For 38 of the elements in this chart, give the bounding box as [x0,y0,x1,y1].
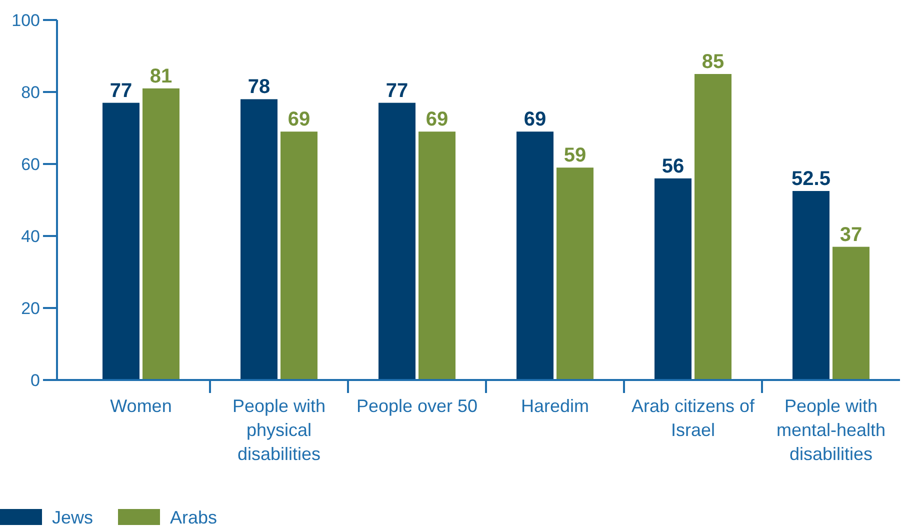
y-tick-label: 80 [21,82,40,102]
y-tick-label: 100 [12,10,40,30]
bar [516,132,554,380]
y-tick-label: 40 [21,226,40,246]
data-label: 77 [386,80,408,102]
bar [240,99,278,380]
legend-label: Arabs [170,507,218,527]
bar [556,168,594,380]
bar [418,132,456,380]
data-label: 78 [248,76,270,98]
data-label: 69 [524,108,546,131]
x-tick-label: Haredim [520,396,590,416]
y-tick-label: 60 [21,154,40,174]
bar [832,246,870,380]
y-tick-label: 20 [21,298,40,318]
bar [792,191,830,380]
bar [378,102,416,380]
bar [654,178,692,380]
data-label: 85 [702,51,724,73]
bar [694,74,732,380]
x-tick-label: People with physical disabilities [232,396,326,464]
x-tick-label: Arab citizens of Israel [631,396,756,440]
bar [102,102,140,380]
data-label: 56 [662,155,684,178]
data-label: 69 [426,108,448,131]
data-label: 52.5 [792,168,830,190]
bar [142,88,180,380]
x-tick-label: People with mental-health disabilities [776,396,886,464]
legend-label: Jews [52,507,94,527]
data-label: 69 [288,108,310,131]
x-tick-label: Women [110,396,172,416]
bar [280,132,318,380]
data-label: 59 [564,144,586,167]
x-tick-label: People over 50 [356,396,478,416]
data-label: 77 [110,80,132,102]
data-label: 37 [840,224,862,246]
y-tick-label: 0 [30,370,40,390]
data-label: 81 [150,65,172,88]
